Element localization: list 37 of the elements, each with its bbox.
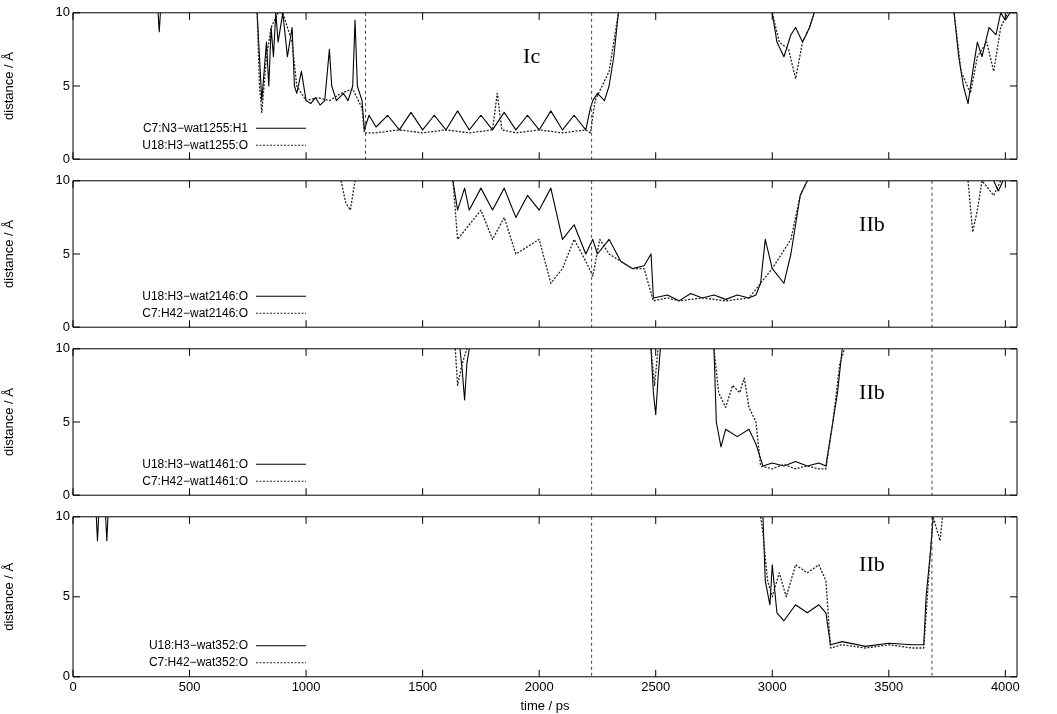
- y-tick-label: 10: [55, 340, 70, 356]
- legend-label: C7:N3−wat1255:H1: [142, 120, 249, 135]
- y-axis-title: distance / Å: [1, 51, 17, 120]
- x-tick-label: 1500: [408, 679, 438, 695]
- y-axis-title: distance / Å: [1, 562, 17, 631]
- x-tick-label: 4000: [990, 679, 1020, 695]
- y-axis-title: distance / Å: [1, 219, 17, 288]
- x-tick-label: 2000: [524, 679, 554, 695]
- y-tick-label: 5: [62, 77, 70, 93]
- x-tick-label: 500: [178, 679, 201, 695]
- y-tick-label: 0: [62, 318, 70, 334]
- annotation: IIb: [859, 210, 885, 236]
- annotation: Ic: [523, 42, 541, 68]
- y-tick-label: 0: [62, 668, 70, 684]
- legend-label: U18:H3−wat1255:O: [142, 137, 248, 152]
- annotation: IIb: [859, 550, 885, 576]
- legend-label: U18:H3−wat2146:O: [142, 288, 248, 303]
- y-axis-title: distance / Å: [1, 387, 17, 456]
- x-tick-label: 3500: [874, 679, 904, 695]
- x-tick-label: 2500: [641, 679, 671, 695]
- x-tick-label: 3000: [757, 679, 787, 695]
- legend-label: C7:H42−wat2146:O: [142, 305, 248, 320]
- legend-label: C7:H42−wat1461:O: [142, 473, 248, 488]
- y-tick-label: 5: [62, 245, 70, 261]
- y-tick-label: 5: [62, 588, 70, 604]
- legend-label: U18:H3−wat352:O: [148, 638, 248, 653]
- y-tick-label: 10: [55, 508, 70, 524]
- x-tick-label: 1000: [291, 679, 321, 695]
- y-tick-label: 10: [55, 4, 70, 20]
- y-tick-label: 10: [55, 172, 70, 188]
- legend-label: C7:H42−wat352:O: [148, 655, 248, 670]
- y-tick-label: 0: [62, 486, 70, 502]
- annotation: IIb: [859, 378, 885, 404]
- y-tick-label: 5: [62, 413, 70, 429]
- legend-label: U18:H3−wat1461:O: [142, 456, 248, 471]
- x-axis-title: time / ps: [520, 697, 571, 713]
- y-tick-label: 0: [62, 150, 70, 166]
